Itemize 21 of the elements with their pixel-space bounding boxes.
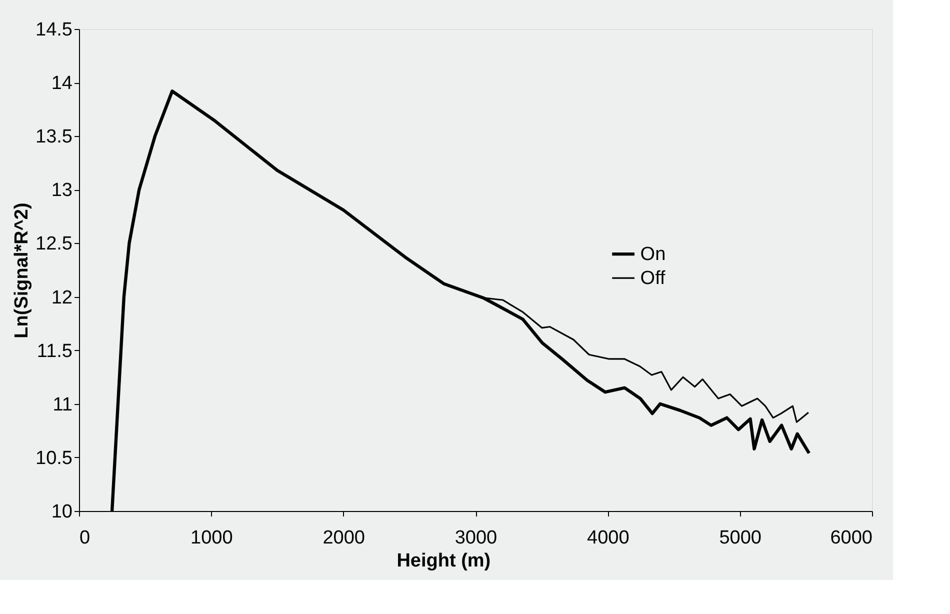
y-tick-label: 10.5 xyxy=(36,448,72,469)
x-tick-label: 5000 xyxy=(719,528,762,548)
x-axis-title: Height (m) xyxy=(396,550,491,572)
y-tick-label: 12.5 xyxy=(36,234,72,255)
x-tick-label: 6000 xyxy=(830,528,872,548)
x-tick-label: 0 xyxy=(80,528,90,548)
y-axis-title: Ln(Signal*R^2) xyxy=(12,202,33,338)
legend-label: On xyxy=(640,244,666,266)
x-tick-label: 3000 xyxy=(454,528,498,548)
y-tick-label: 13.5 xyxy=(36,126,72,148)
y-tick-label: 13 xyxy=(51,180,72,202)
y-tick-label: 14 xyxy=(51,73,73,94)
y-tick-label: 12 xyxy=(51,287,72,308)
x-tick-label: 1000 xyxy=(190,528,233,548)
x-tick-label: 4000 xyxy=(587,528,630,548)
y-tick-label: 14.5 xyxy=(36,20,72,40)
y-tick-label: 11.5 xyxy=(36,340,72,362)
y-tick-label: 11 xyxy=(52,394,72,416)
x-tick-label: 2000 xyxy=(322,528,365,548)
legend-label: Off xyxy=(640,268,666,290)
y-tick-label: 10 xyxy=(51,502,72,522)
